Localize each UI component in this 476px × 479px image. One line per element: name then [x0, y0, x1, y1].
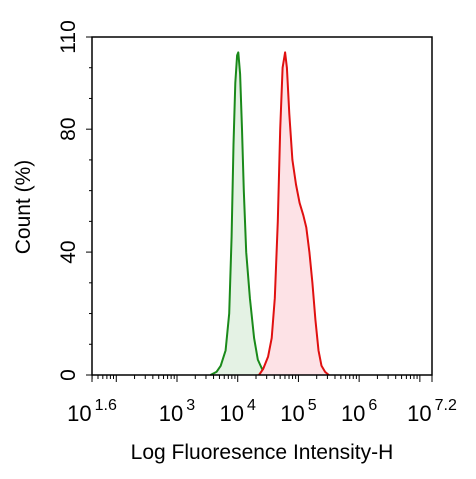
series-0-area [210, 52, 267, 376]
x-tick-base: 10 [280, 401, 304, 426]
x-tick-base: 10 [341, 401, 365, 426]
y-axis-ticks [86, 36, 92, 376]
y-tick-label: 0 [57, 369, 80, 381]
x-tick-base: 10 [220, 401, 244, 426]
x-tick-exponent: 4 [247, 397, 256, 414]
y-axis-label: Count (%) [12, 160, 35, 255]
series-1-line [258, 51, 330, 376]
x-tick-label: 10 4 [220, 397, 256, 426]
x-tick-exponent: 7.2 [435, 397, 457, 414]
x-tick-label: 10 1.6 [67, 397, 117, 426]
x-tick-labels: 10 1.6 10 3 10 4 10 5 10 6 10 7.2 [67, 397, 457, 426]
y-tick-labels: 0 40 80 110 [57, 20, 80, 381]
x-tick-label: 10 3 [159, 397, 195, 426]
x-axis-ticks [91, 375, 433, 382]
series-1-area [259, 52, 329, 376]
y-tick-label: 40 [57, 240, 80, 263]
x-tick-label: 10 5 [280, 397, 316, 426]
x-tick-base: 10 [159, 401, 183, 426]
y-tick-label: 110 [57, 20, 80, 53]
x-tick-base: 10 [407, 401, 431, 426]
x-tick-label: 10 6 [341, 397, 377, 426]
y-tick-label: 80 [57, 118, 80, 141]
series-0-line [209, 51, 268, 376]
plot-frame [91, 36, 433, 376]
x-tick-exponent: 5 [308, 397, 317, 414]
plot-marks [209, 51, 330, 376]
x-tick-base: 10 [67, 401, 91, 426]
x-tick-exponent: 1.6 [95, 397, 117, 414]
x-tick-exponent: 6 [368, 397, 377, 414]
x-axis-label: Log Fluoresence Intensity-H [131, 441, 394, 464]
x-tick-label: 10 7.2 [407, 397, 457, 426]
x-tick-exponent: 3 [186, 397, 195, 414]
